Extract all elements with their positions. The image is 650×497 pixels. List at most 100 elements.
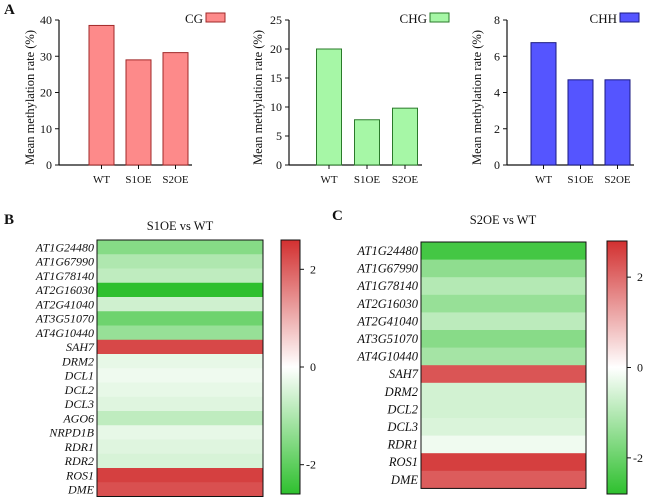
heatmap-title: S1OE vs WT	[147, 219, 214, 233]
legend-label: CHG	[400, 11, 427, 26]
x-tick-label: S2OE	[604, 174, 631, 186]
colorbar-tick-label: 2	[637, 270, 643, 284]
bar-chart-chh: 0 2 4 6 8 WT S1OE S2OE Mean methylation rate (%)…	[470, 11, 640, 186]
row-label: AT4G10440	[356, 350, 418, 364]
heatmap-cell	[97, 254, 263, 269]
colorbar-tick-label: 0	[310, 360, 316, 374]
heatmap-cell	[421, 259, 586, 278]
heatmap-cell	[97, 325, 263, 341]
legend-label: CHH	[590, 11, 617, 26]
row-label: AT1G78140	[356, 279, 418, 293]
y-tick-label: 5	[276, 129, 282, 143]
y-axis-label: Mean methylation rate (%)	[251, 30, 265, 165]
row-label: AT1G24480	[356, 244, 418, 258]
row-label: AT1G24480	[35, 240, 94, 254]
y-axis-label: Mean methylation rate (%)	[470, 30, 484, 165]
bar-s2oe	[392, 107, 418, 166]
y-tick-label: 20	[270, 42, 282, 56]
heatmap-cell	[97, 339, 263, 355]
row-label: NRPD1B	[48, 426, 94, 440]
row-label: ROS1	[65, 468, 94, 482]
row-label: DCL3	[386, 420, 418, 434]
colorbar-tick-label: -2	[633, 451, 643, 465]
y-tick-label: 2	[494, 122, 500, 136]
heatmap-cell	[97, 368, 263, 383]
bar-s1oe	[125, 59, 152, 166]
x-tick-label: S1OE	[125, 174, 152, 186]
y-tick-label: 15	[270, 71, 282, 85]
heatmap-cell	[421, 330, 586, 348]
row-label: AT2G41040	[356, 314, 418, 328]
row-label: RDR1	[386, 438, 418, 452]
heatmap-cell	[421, 242, 586, 260]
heatmap-cell	[421, 294, 586, 313]
legend-swatch	[429, 12, 450, 23]
heatmap-cell	[421, 400, 586, 419]
row-label: DCL2	[64, 383, 94, 397]
colorbar	[606, 240, 628, 495]
legend-swatch	[205, 12, 226, 23]
colorbar-tick-label: -2	[306, 458, 316, 472]
bar-s2oe	[604, 79, 631, 166]
bar-s1oe	[354, 119, 380, 166]
row-label: RDR1	[64, 440, 94, 454]
bar-wt	[316, 48, 342, 166]
bar-chart-cg: 0 10 20 30 40 WT S1OE S2OE Mean methylation rate…	[23, 11, 226, 186]
x-tick-label: S2OE	[392, 174, 419, 186]
colorbar-tick-label: 2	[310, 262, 316, 276]
row-label: AT4G10440	[35, 326, 94, 340]
row-label: DRM2	[384, 385, 418, 399]
x-tick-label: WT	[93, 174, 110, 186]
heatmap-cell	[421, 365, 586, 384]
row-label: DCL2	[386, 402, 418, 416]
row-label: ROS1	[388, 455, 418, 469]
heatmap-cell	[421, 382, 586, 401]
y-tick-label: 25	[270, 13, 282, 27]
row-label: DRM2	[61, 354, 94, 368]
row-label: RDR2	[64, 454, 94, 468]
bar-chart-chg: 0 5 10 15 20 25 WT S1OE S2OE Mean methylation rat…	[251, 11, 450, 186]
heatmap-cell	[97, 411, 263, 426]
row-label: AT2G41040	[35, 297, 94, 311]
x-tick-label: S2OE	[162, 174, 189, 186]
panel-label-b: B	[4, 212, 14, 228]
heatmap-cell	[421, 418, 586, 436]
heatmap-cell	[421, 453, 586, 472]
y-tick-label: 10	[40, 122, 52, 136]
x-tick-label: WT	[320, 174, 337, 186]
heatmap-cell	[97, 282, 263, 298]
legend-swatch	[619, 12, 640, 23]
heatmap-cell	[421, 435, 586, 454]
row-label: SAH7	[66, 340, 95, 354]
heatmap-s2oe: S2OE vs WT AT1G24480 AT1G67990 AT1G78140 AT2…	[356, 213, 643, 495]
heatmap-cell	[421, 347, 586, 366]
heatmap-border	[420, 241, 587, 489]
heatmap-cell	[97, 268, 263, 284]
heatmap-cell	[97, 439, 263, 455]
x-tick-label: S1OE	[354, 174, 381, 186]
y-tick-label: 4	[494, 86, 500, 100]
heatmap-cell	[421, 277, 586, 296]
row-label: AT3G51070	[35, 312, 94, 326]
heatmap-cell	[97, 396, 263, 412]
panel-label-c: C	[332, 208, 343, 224]
y-tick-label: 40	[40, 13, 52, 27]
y-tick-label: 10	[270, 100, 282, 114]
y-axis-label: Mean methylation rate (%)	[23, 30, 37, 165]
bar-wt	[88, 24, 115, 166]
y-tick-label: 0	[276, 158, 282, 172]
bar-s1oe	[567, 79, 594, 166]
panel-label-a: A	[4, 2, 15, 18]
heatmap-cell	[97, 311, 263, 326]
row-label: SAH7	[389, 367, 419, 381]
row-label: AT1G78140	[35, 269, 94, 283]
heatmap-cell	[97, 453, 263, 469]
row-label: DME	[67, 483, 95, 497]
row-label: AT2G16030	[35, 283, 94, 297]
x-tick-label: WT	[535, 174, 552, 186]
heatmap-cell	[421, 312, 586, 331]
row-label: AT2G16030	[356, 297, 418, 311]
heatmap-cell	[97, 240, 263, 255]
